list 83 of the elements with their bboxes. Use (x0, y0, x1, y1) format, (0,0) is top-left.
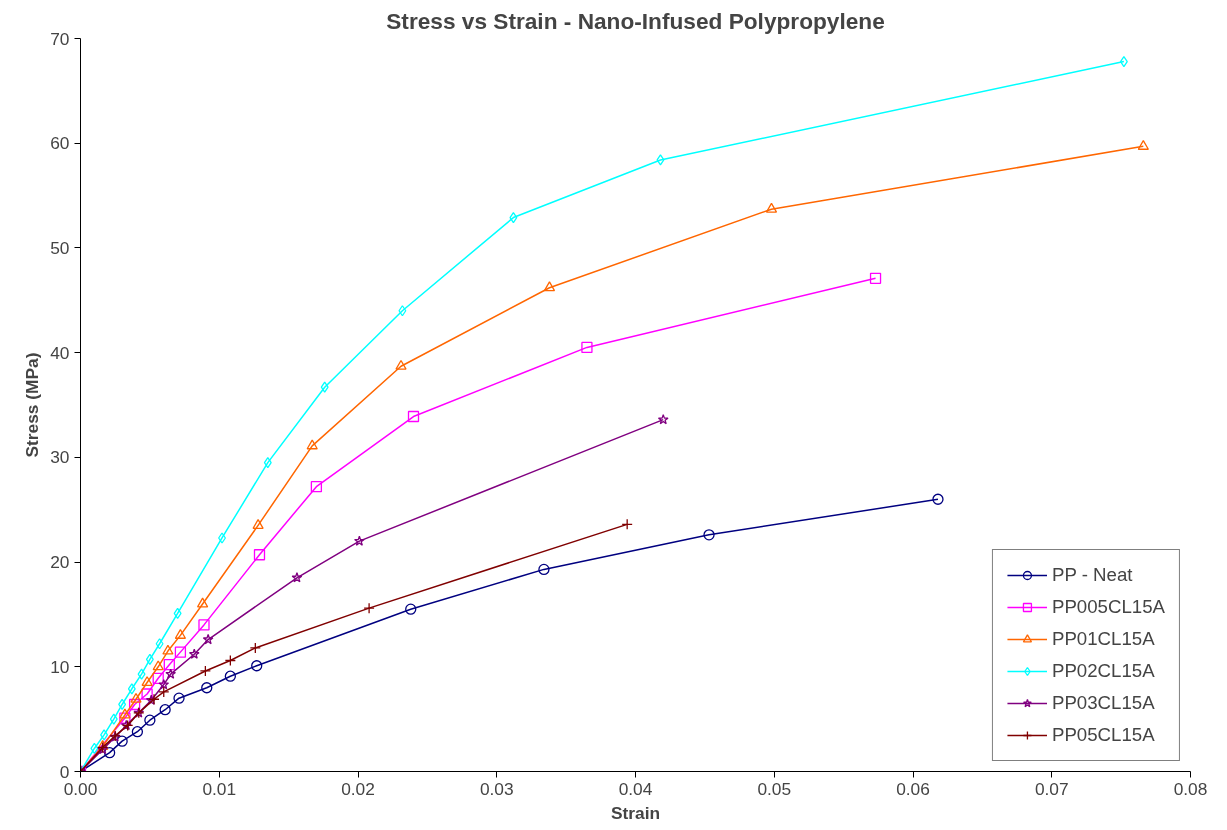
legend-label: PP005CL15A (1051, 596, 1165, 618)
x-tick-label: 0.02 (341, 778, 375, 799)
point (162, 644, 174, 655)
chart-title: Stress vs Strain - Nano-Infused Polypropylene (386, 7, 885, 34)
point (218, 532, 227, 544)
legend-label: PP03CL15A (1051, 692, 1155, 714)
x-tick-label: 0.08 (1173, 778, 1208, 799)
point (128, 698, 141, 711)
point (363, 602, 375, 614)
point (306, 439, 318, 450)
point (320, 381, 329, 393)
point (398, 305, 407, 317)
point (252, 519, 264, 529)
x-tick-label: 0.05 (757, 778, 792, 799)
point (581, 341, 593, 354)
legend-label: PP01CL15A (1051, 628, 1155, 650)
point (224, 670, 236, 682)
point (116, 735, 128, 747)
point (158, 678, 170, 690)
point (173, 692, 185, 704)
y-tick-label: 70 (50, 28, 70, 49)
point (703, 529, 715, 541)
point (131, 726, 144, 738)
x-tick-label: 0.03 (479, 778, 514, 799)
point (188, 648, 200, 659)
point (196, 597, 209, 608)
point (407, 410, 420, 423)
x-tick-label: 0.07 (1034, 778, 1069, 799)
x-tick-label: 0.06 (896, 778, 930, 799)
x-tick-label: 0.01 (202, 778, 237, 799)
legend-label: PP02CL15A (1051, 660, 1155, 682)
point (158, 686, 170, 698)
point (765, 202, 778, 213)
legend-label: PP - Neat (1051, 564, 1133, 586)
point (152, 660, 164, 671)
point (395, 359, 407, 370)
y-tick-label: 30 (50, 447, 70, 468)
point (127, 683, 136, 695)
point (137, 668, 146, 680)
y-tick-label: 40 (50, 342, 70, 363)
point (249, 642, 261, 654)
point (130, 692, 142, 703)
point (621, 518, 633, 531)
point (155, 638, 164, 650)
y-tick-label: 60 (50, 133, 70, 154)
point (405, 603, 417, 615)
point (198, 619, 210, 631)
y-tick-label: 10 (50, 656, 70, 677)
point (144, 714, 156, 726)
point (152, 672, 164, 684)
legend-label: PP05CL15A (1051, 724, 1155, 746)
point (100, 729, 109, 741)
point (141, 688, 153, 700)
point (353, 535, 365, 546)
point (159, 704, 171, 716)
point (253, 549, 266, 561)
point (201, 682, 213, 694)
point (163, 659, 175, 671)
point (224, 654, 236, 667)
point (174, 628, 187, 639)
y-tick-label: 20 (50, 552, 70, 573)
point (109, 713, 118, 725)
point (543, 281, 556, 292)
point (141, 676, 153, 687)
y-axis-title: Stress (MPa) (22, 352, 43, 458)
point (251, 660, 263, 672)
point (199, 665, 212, 677)
x-tick-label: 0.04 (618, 778, 653, 799)
point (174, 646, 187, 658)
point (310, 481, 323, 493)
point (657, 414, 669, 425)
x-axis-title: Strain (610, 802, 661, 823)
point (656, 154, 665, 166)
point (869, 272, 882, 284)
point (103, 747, 116, 759)
point (538, 563, 550, 576)
point (1137, 139, 1149, 150)
y-tick-label: 50 (50, 237, 70, 258)
point (291, 572, 303, 583)
point (202, 633, 214, 645)
point (932, 493, 944, 505)
point (119, 708, 131, 719)
point (165, 668, 177, 679)
